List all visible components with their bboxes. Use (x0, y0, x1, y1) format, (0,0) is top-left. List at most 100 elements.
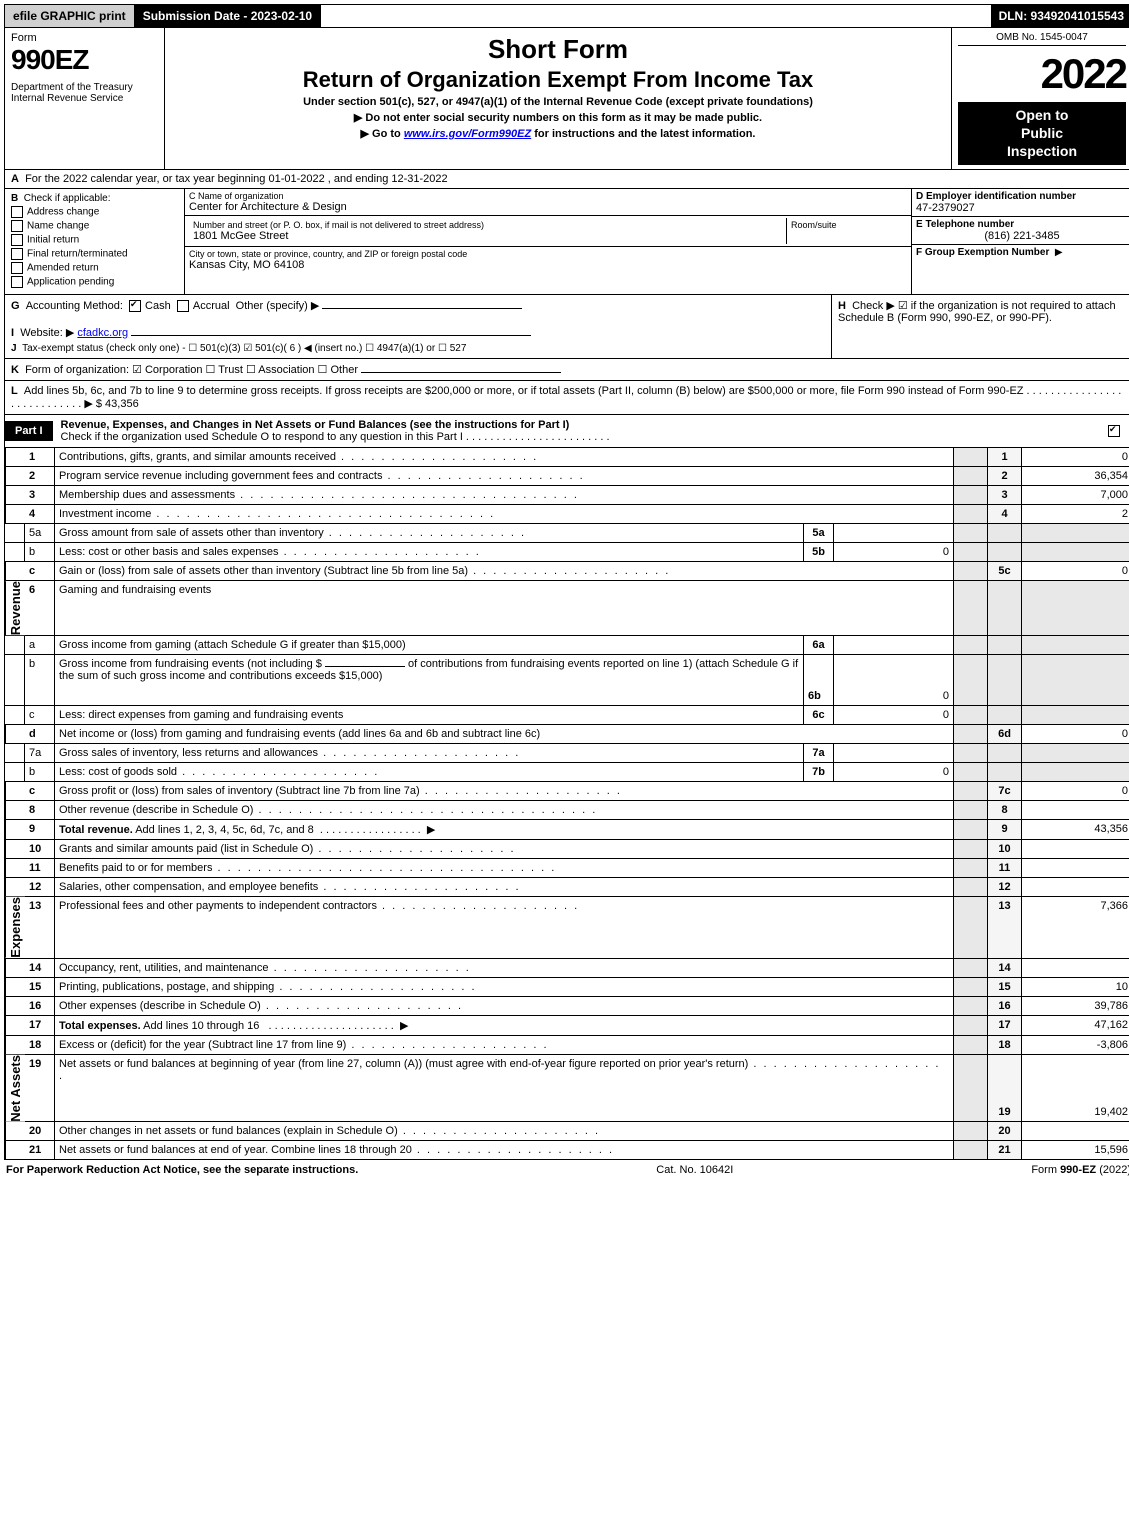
phone-label: E Telephone number (916, 219, 1128, 230)
opt-other: Other (specify) ▶ (236, 300, 320, 312)
l5c-val: 0 (1022, 562, 1129, 580)
l6b-g3 (1022, 655, 1129, 705)
l6a-g2 (988, 636, 1022, 654)
chk-final[interactable] (11, 248, 23, 260)
street-label: Number and street (or P. O. box, if mail… (193, 220, 782, 230)
line-8: 8 Other revenue (describe in Schedule O)… (5, 801, 1129, 820)
l12-idx: 12 (988, 878, 1022, 896)
part1-title-text: Revenue, Expenses, and Changes in Net As… (61, 419, 570, 431)
chk-initial[interactable] (11, 234, 23, 246)
irs-link[interactable]: www.irs.gov/Form990EZ (404, 128, 531, 140)
side-blank-9 (5, 820, 25, 839)
org-name-cell: C Name of organization Center for Archit… (185, 189, 911, 216)
chk-address-change[interactable] (11, 206, 23, 218)
col-c: C Name of organization Center for Archit… (185, 189, 912, 294)
l12-desc: Salaries, other compensation, and employ… (55, 878, 954, 896)
line-5c: c Gain or (loss) from sale of assets oth… (5, 562, 1129, 581)
l12-val (1022, 878, 1129, 896)
l5a-g3 (1022, 524, 1129, 542)
chk-accrual[interactable] (177, 300, 189, 312)
row-j-text: Tax-exempt status (check only one) - ☐ 5… (22, 343, 466, 354)
l6c-g2 (988, 706, 1022, 724)
l7c-idx: 7c (988, 782, 1022, 800)
row-h-text: Check ▶ ☑ if the organization is not req… (838, 300, 1116, 324)
line-21: 21 Net assets or fund balances at end of… (5, 1141, 1129, 1159)
l7a-desc: Gross sales of inventory, less returns a… (55, 744, 804, 762)
side-blank-2 (5, 467, 25, 485)
l7a-num: 7a (25, 744, 55, 762)
l5a-midval (834, 524, 954, 542)
chk-amended[interactable] (11, 262, 23, 274)
side-blank-1 (5, 448, 25, 466)
line-5b: b Less: cost or other basis and sales ex… (5, 543, 1129, 562)
l6-desc: Gaming and fundraising events (55, 581, 954, 635)
row-k-text: Form of organization: ☑ Corporation ☐ Tr… (25, 364, 358, 376)
l20-desc: Other changes in net assets or fund bala… (55, 1122, 954, 1140)
l6a-midval (834, 636, 954, 654)
l1-num: 1 (25, 448, 55, 466)
return-title: Return of Organization Exempt From Incom… (171, 67, 945, 93)
efile-print-label[interactable]: efile GRAPHIC print (5, 5, 135, 27)
l15-idx: 15 (988, 978, 1022, 996)
line-11: 11 Benefits paid to or for members 11 (5, 859, 1129, 878)
chk-name-change[interactable] (11, 220, 23, 232)
l16-idx: 16 (988, 997, 1022, 1015)
l6b-d1: Gross income from fundraising events (no… (59, 658, 322, 670)
l2-sp (954, 467, 988, 485)
l14-num: 14 (25, 959, 55, 977)
line-7b: b Less: cost of goods sold 7b 0 (5, 763, 1129, 782)
row-k: K Form of organization: ☑ Corporation ☐ … (4, 359, 1129, 381)
subhead-2: ▶ Do not enter social security numbers o… (171, 111, 945, 124)
l5a-desc: Gross amount from sale of assets other t… (55, 524, 804, 542)
open-l2: Public (1021, 125, 1063, 141)
line-2: 2 Program service revenue including gove… (5, 467, 1129, 486)
l10-num: 10 (25, 840, 55, 858)
open-inspection-box: Open to Public Inspection (958, 102, 1126, 165)
l6d-sp (954, 725, 988, 743)
l19-sp (954, 1055, 988, 1122)
row-i-text: Website: ▶ (20, 327, 74, 339)
l18-idx: 18 (988, 1036, 1022, 1054)
line-15: 15 Printing, publications, postage, and … (5, 978, 1129, 997)
l7a-mididx: 7a (804, 744, 834, 762)
line-7c: c Gross profit or (loss) from sales of i… (5, 782, 1129, 801)
l18-desc: Excess or (deficit) for the year (Subtra… (55, 1036, 954, 1054)
chk-pending[interactable] (11, 276, 23, 288)
l12-num: 12 (25, 878, 55, 896)
side-blank-7c (5, 782, 25, 800)
col-b: B Check if applicable: Address change Na… (5, 189, 185, 294)
l17-val: 47,162 (1022, 1016, 1129, 1035)
side-blank-11 (5, 859, 25, 877)
website-link[interactable]: cfadkc.org (77, 327, 128, 339)
footer-left: For Paperwork Reduction Act Notice, see … (6, 1164, 358, 1176)
l5b-g2 (988, 543, 1022, 561)
other-input[interactable] (322, 308, 522, 309)
l11-desc: Benefits paid to or for members (55, 859, 954, 877)
l17-num: 17 (25, 1016, 55, 1035)
website-underline (131, 335, 531, 336)
l8-num: 8 (25, 801, 55, 819)
col-b-label: B (11, 193, 18, 204)
dept-label: Department of the Treasury Internal Reve… (11, 82, 158, 104)
ein-label: D Employer identification number (916, 191, 1128, 202)
l6d-val: 0 (1022, 725, 1129, 743)
row-i-label: I (11, 327, 14, 339)
l10-idx: 10 (988, 840, 1022, 858)
l6b-g1 (954, 655, 988, 705)
l4-sp (954, 505, 988, 523)
l1-idx: 1 (988, 448, 1022, 466)
part1-checkbox[interactable] (1108, 425, 1120, 437)
org-name: Center for Architecture & Design (189, 201, 907, 213)
short-form-title: Short Form (171, 34, 945, 65)
l6d-desc: Net income or (loss) from gaming and fun… (55, 725, 954, 743)
room-label: Room/suite (791, 220, 903, 230)
side-blank-15 (5, 978, 25, 996)
omb-number: OMB No. 1545-0047 (958, 32, 1126, 46)
l10-sp (954, 840, 988, 858)
line-18: 18 Excess or (deficit) for the year (Sub… (5, 1036, 1129, 1055)
l13-num: 13 (25, 897, 55, 958)
chk-cash[interactable] (129, 300, 141, 312)
opt-pending: Application pending (27, 276, 114, 287)
l4-desc: Investment income (55, 505, 954, 523)
l7b-midval: 0 (834, 763, 954, 781)
